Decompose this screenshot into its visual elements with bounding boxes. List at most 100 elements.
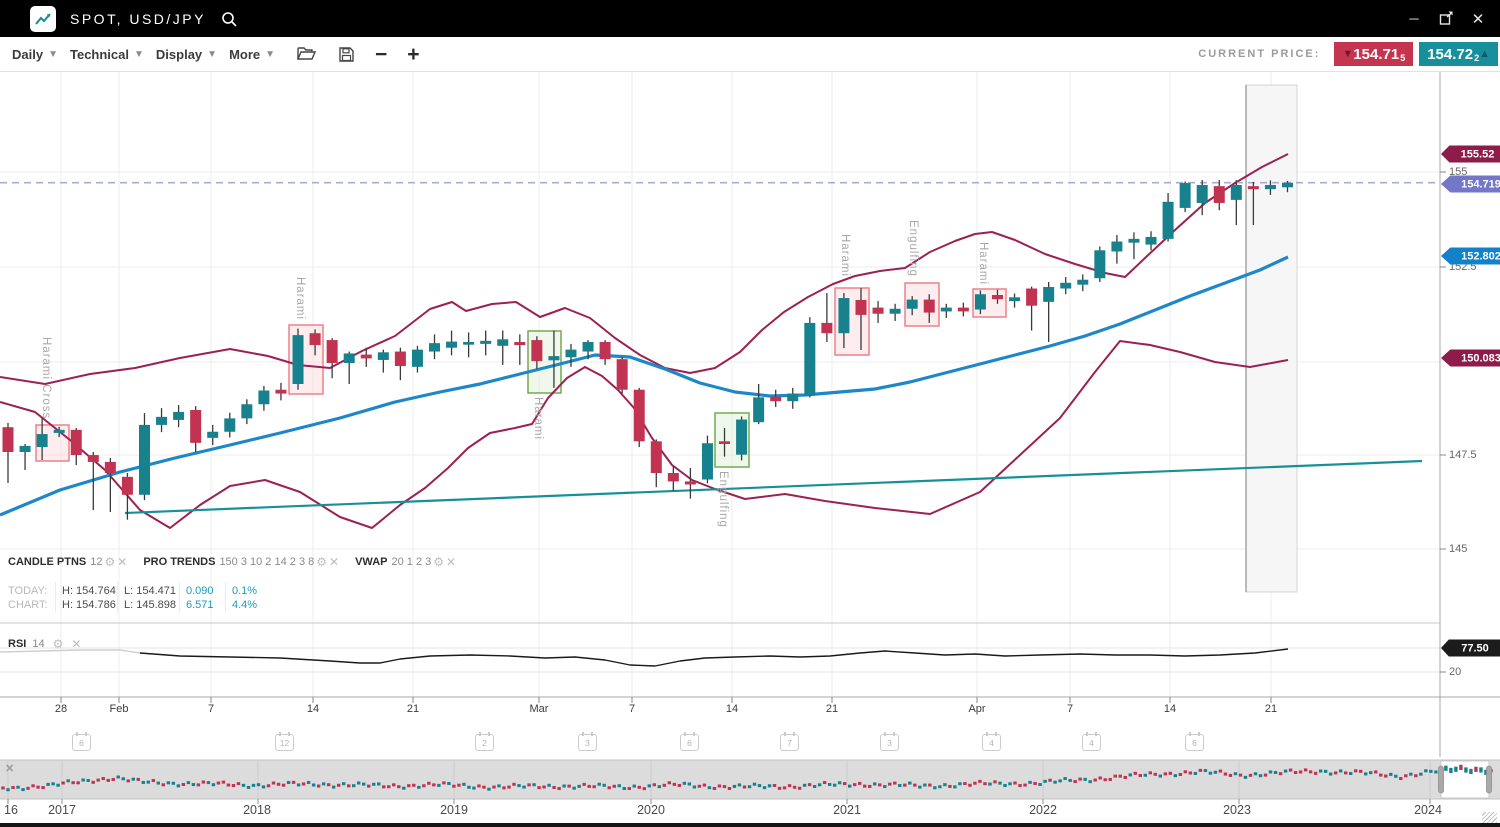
calendar-event-icon[interactable]: 3 <box>880 732 899 751</box>
window-title: SPOT, USD/JPY <box>70 10 206 27</box>
date-axis-tick: 14 <box>306 703 320 715</box>
indicator-legend: CANDLE PTNS 12 ⚙ ✕ PRO TRENDS 150 3 10 2… <box>8 555 466 569</box>
save-icon[interactable] <box>338 46 355 63</box>
chevron-down-icon: ▼ <box>48 48 58 60</box>
ask-price-badge[interactable]: 154.72 2 ▲ <box>1419 42 1498 66</box>
indicator-candle-ptns: CANDLE PTNS 12 ⚙ ✕ <box>8 555 127 569</box>
stats-row-label: TODAY: <box>8 585 48 597</box>
selection-handle[interactable] <box>1486 765 1492 794</box>
price-axis-tick: 155 <box>1449 166 1468 178</box>
calendar-event-icon[interactable]: 4 <box>982 732 1001 751</box>
price-badge-77.50: 77.50 <box>1441 639 1500 657</box>
calendar-event-icon[interactable]: 6 <box>72 732 91 751</box>
future-projection-region <box>1245 84 1298 593</box>
ask-price: 154.72 <box>1427 45 1474 63</box>
date-axis-tick: 21 <box>825 703 839 715</box>
pattern-label-harami-cross: Harami Cross <box>40 337 52 420</box>
stats-row-label: CHART: <box>8 599 48 611</box>
date-axis-tick: 7 <box>1066 703 1074 715</box>
menu-technical[interactable]: Technical ▼ <box>69 46 144 62</box>
rsi-indicator-legend: RSI 14 ⚙ ✕ <box>8 637 81 651</box>
calendar-event-icon[interactable]: 6 <box>680 732 699 751</box>
indicator-vwap: VWAP 20 1 2 3 ⚙ ✕ <box>355 555 456 569</box>
chevron-down-icon: ▼ <box>134 48 144 60</box>
navigator-year-label: 16 <box>4 803 18 817</box>
today-high: H: 154.764 <box>62 585 116 597</box>
calendar-event-icon[interactable]: 7 <box>780 732 799 751</box>
settings-gear-icon[interactable]: ⚙ <box>316 555 328 569</box>
open-folder-icon[interactable] <box>297 46 317 62</box>
price-axis-tick: 145 <box>1449 543 1468 555</box>
indicator-params: 12 <box>90 556 103 568</box>
indicator-name: VWAP <box>355 556 388 568</box>
settings-gear-icon[interactable]: ⚙ <box>433 555 445 569</box>
ask-fraction: 2 <box>1474 53 1480 63</box>
remove-indicator-icon[interactable]: ✕ <box>71 637 82 651</box>
resize-grip[interactable] <box>1482 812 1497 823</box>
indicator-pro-trends: PRO TRENDS 150 3 10 2 14 2 3 8 ⚙ ✕ <box>143 555 339 569</box>
rsi-params: 14 <box>32 638 45 650</box>
bid-price-badge[interactable]: ▼ 154.71 5 <box>1334 42 1414 66</box>
chart-percent: 4.4% <box>232 599 258 611</box>
navigator <box>0 759 1500 827</box>
indicator-name: CANDLE PTNS <box>8 556 87 568</box>
price-down-arrow-icon: ▼ <box>1342 47 1354 60</box>
titlebar: SPOT, USD/JPY ─ ✕ <box>0 0 1500 37</box>
navigator-year-label: 2024 <box>1414 803 1442 817</box>
pattern-label-harami: Harami <box>294 277 306 321</box>
settings-gear-icon[interactable]: ⚙ <box>104 555 116 569</box>
navigator-year-label: 2023 <box>1223 803 1251 817</box>
settings-gear-icon[interactable]: ⚙ <box>52 637 64 651</box>
minimize-button[interactable]: ─ <box>1409 11 1419 26</box>
rsi-axis-tick: 20 <box>1449 666 1462 678</box>
remove-indicator-icon[interactable]: ✕ <box>117 555 128 569</box>
pattern-label-harami: Harami <box>839 234 851 278</box>
date-axis-tick: 7 <box>207 703 215 715</box>
price-up-arrow-icon: ▲ <box>1479 47 1490 60</box>
gridlines <box>0 72 1440 697</box>
rsi-name: RSI <box>8 638 27 650</box>
chart-low: L: 145.898 <box>124 599 176 611</box>
price-axis-tick: 147.5 <box>1449 449 1477 461</box>
navigator-year-label: 2017 <box>48 803 76 817</box>
date-axis-tick: 21 <box>1264 703 1278 715</box>
remove-indicator-icon[interactable]: ✕ <box>446 555 457 569</box>
price-badge-150.083: 150.083 <box>1441 349 1500 367</box>
calendar-event-icon[interactable]: 12 <box>275 732 294 751</box>
menu-display[interactable]: Display ▼ <box>155 46 218 62</box>
date-axis-tick: 14 <box>1163 703 1177 715</box>
calendar-event-icon[interactable]: 3 <box>578 732 597 751</box>
date-axis-tick: 28 <box>54 703 68 715</box>
date-axis-tick: 21 <box>406 703 420 715</box>
navigator-selection-window[interactable] <box>1440 760 1490 799</box>
bid-fraction: 5 <box>1400 53 1406 63</box>
calendar-event-icon[interactable]: 4 <box>1082 732 1101 751</box>
toolbar: Daily ▼ Technical ▼ Display ▼ More ▼ − + CURREN… <box>0 37 1500 72</box>
today-percent: 0.1% <box>232 585 258 597</box>
search-icon[interactable] <box>220 10 238 28</box>
popout-button[interactable] <box>1438 11 1454 27</box>
calendar-event-icon[interactable]: 2 <box>475 732 494 751</box>
indicator-name: PRO TRENDS <box>143 556 216 568</box>
zoom-in-button[interactable]: + <box>407 42 420 66</box>
zoom-out-button[interactable]: − <box>375 42 388 66</box>
date-axis-tick: Feb <box>109 703 129 715</box>
remove-indicator-icon[interactable]: ✕ <box>329 555 340 569</box>
today-low: L: 154.471 <box>124 585 176 597</box>
chart-change: 6.571 <box>186 599 214 611</box>
navigator-close-icon[interactable]: ✕ <box>5 763 15 775</box>
indicator-params: 150 3 10 2 14 2 3 8 <box>219 556 315 568</box>
close-icon[interactable]: ✕ <box>1471 10 1485 28</box>
menu-daily[interactable]: Daily ▼ <box>12 46 58 62</box>
price-badge-155.52: 155.52 <box>1441 145 1500 163</box>
date-axis-tick: 7 <box>628 703 636 715</box>
price-badge-154.719: 154.719 <box>1441 175 1500 193</box>
chevron-down-icon: ▼ <box>265 48 276 60</box>
menu-more[interactable]: More ▼ <box>229 46 276 62</box>
pattern-label-engulfing: Engulfing <box>907 220 919 277</box>
calendar-event-icon[interactable]: 6 <box>1185 732 1204 751</box>
today-change: 0.090 <box>186 585 214 597</box>
selection-handle[interactable] <box>1438 765 1444 794</box>
